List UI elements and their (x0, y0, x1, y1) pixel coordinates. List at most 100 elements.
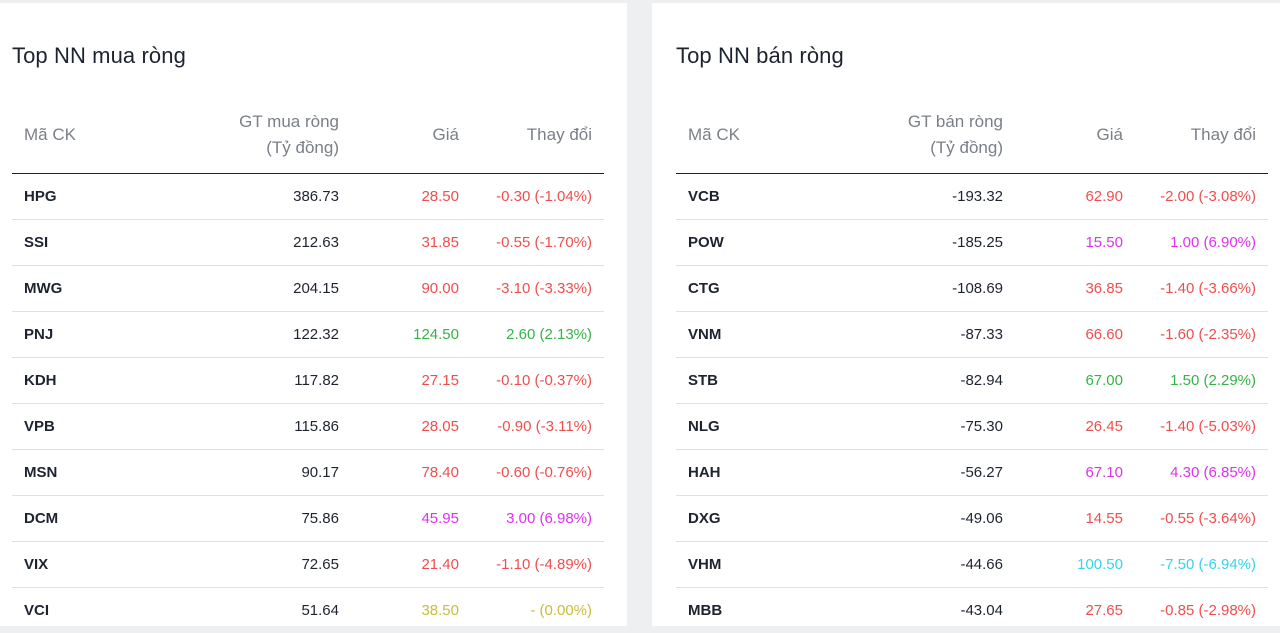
stock-symbol: MWG (12, 266, 160, 312)
net-value: 51.64 (160, 588, 340, 633)
header-net-value-unit: (Tỷ đồng) (825, 135, 1003, 161)
net-value: -43.04 (824, 588, 1004, 633)
header-price: Giá (1004, 96, 1124, 174)
net-value: -75.30 (824, 404, 1004, 450)
header-price: Giá (340, 96, 460, 174)
price: 28.05 (340, 404, 460, 450)
top-net-sell-panel: Top NN bán ròng Mã CK GT bán ròng (Tỷ đồ… (652, 3, 1280, 626)
price: 26.45 (1004, 404, 1124, 450)
panel-title: Top NN mua ròng (12, 43, 186, 69)
top-net-buy-panel: Top NN mua ròng Mã CK GT mua ròng (Tỷ đồ… (0, 3, 627, 626)
stock-symbol: NLG (676, 404, 824, 450)
stock-symbol: VNM (676, 312, 824, 358)
net-value: 75.86 (160, 496, 340, 542)
stock-symbol: DXG (676, 496, 824, 542)
price: 124.50 (340, 312, 460, 358)
price-change: -3.10 (-3.33%) (460, 266, 604, 312)
stock-symbol: MSN (12, 450, 160, 496)
stock-symbol: MBB (676, 588, 824, 633)
price: 15.50 (1004, 220, 1124, 266)
net-value: -87.33 (824, 312, 1004, 358)
price: 14.55 (1004, 496, 1124, 542)
net-value: 115.86 (160, 404, 340, 450)
net-value: 386.73 (160, 174, 340, 220)
net-buy-table: Mã CK GT mua ròng (Tỷ đồng) Giá Thay đổi… (12, 96, 604, 633)
price-change: -1.10 (-4.89%) (460, 542, 604, 588)
price-change: 4.30 (6.85%) (1124, 450, 1268, 496)
price-change: -0.30 (-1.04%) (460, 174, 604, 220)
stock-symbol: SSI (12, 220, 160, 266)
stock-symbol: KDH (12, 358, 160, 404)
table-header-row: Mã CK GT bán ròng (Tỷ đồng) Giá Thay đổi (676, 96, 1268, 174)
panel-title: Top NN bán ròng (676, 43, 844, 69)
stock-symbol: VIX (12, 542, 160, 588)
price-change: -0.90 (-3.11%) (460, 404, 604, 450)
stock-symbol: VHM (676, 542, 824, 588)
price: 31.85 (340, 220, 460, 266)
price: 62.90 (1004, 174, 1124, 220)
header-change: Thay đổi (1124, 96, 1268, 174)
header-net-value: GT bán ròng (Tỷ đồng) (824, 96, 1004, 174)
price: 36.85 (1004, 266, 1124, 312)
net-value: 72.65 (160, 542, 340, 588)
price: 100.50 (1004, 542, 1124, 588)
price: 45.95 (340, 496, 460, 542)
price-change: -0.60 (-0.76%) (460, 450, 604, 496)
net-value: -49.06 (824, 496, 1004, 542)
price-change: -1.40 (-3.66%) (1124, 266, 1268, 312)
price: 27.65 (1004, 588, 1124, 633)
net-value: 117.82 (160, 358, 340, 404)
net-value: 212.63 (160, 220, 340, 266)
price-change: -0.55 (-3.64%) (1124, 496, 1268, 542)
price: 78.40 (340, 450, 460, 496)
header-net-value-unit: (Tỷ đồng) (161, 135, 339, 161)
net-value: -56.27 (824, 450, 1004, 496)
price-change: -1.60 (-2.35%) (1124, 312, 1268, 358)
price: 38.50 (340, 588, 460, 633)
price-change: -2.00 (-3.08%) (1124, 174, 1268, 220)
stock-symbol: POW (676, 220, 824, 266)
price-change: -0.85 (-2.98%) (1124, 588, 1268, 633)
price: 67.00 (1004, 358, 1124, 404)
price: 67.10 (1004, 450, 1124, 496)
stock-symbol: HPG (12, 174, 160, 220)
price-change: -7.50 (-6.94%) (1124, 542, 1268, 588)
net-value: 204.15 (160, 266, 340, 312)
net-value: -82.94 (824, 358, 1004, 404)
price-change: 1.50 (2.29%) (1124, 358, 1268, 404)
price-change: -0.10 (-0.37%) (460, 358, 604, 404)
price: 27.15 (340, 358, 460, 404)
header-net-value-line1: GT bán ròng (825, 109, 1003, 135)
table-header-row: Mã CK GT mua ròng (Tỷ đồng) Giá Thay đổi (12, 96, 604, 174)
stock-symbol: STB (676, 358, 824, 404)
price-change: -1.40 (-5.03%) (1124, 404, 1268, 450)
price: 90.00 (340, 266, 460, 312)
price-change: -0.55 (-1.70%) (460, 220, 604, 266)
header-net-value: GT mua ròng (Tỷ đồng) (160, 96, 340, 174)
stock-symbol: DCM (12, 496, 160, 542)
net-sell-table: Mã CK GT bán ròng (Tỷ đồng) Giá Thay đổi… (676, 96, 1268, 633)
price-change: 1.00 (6.90%) (1124, 220, 1268, 266)
